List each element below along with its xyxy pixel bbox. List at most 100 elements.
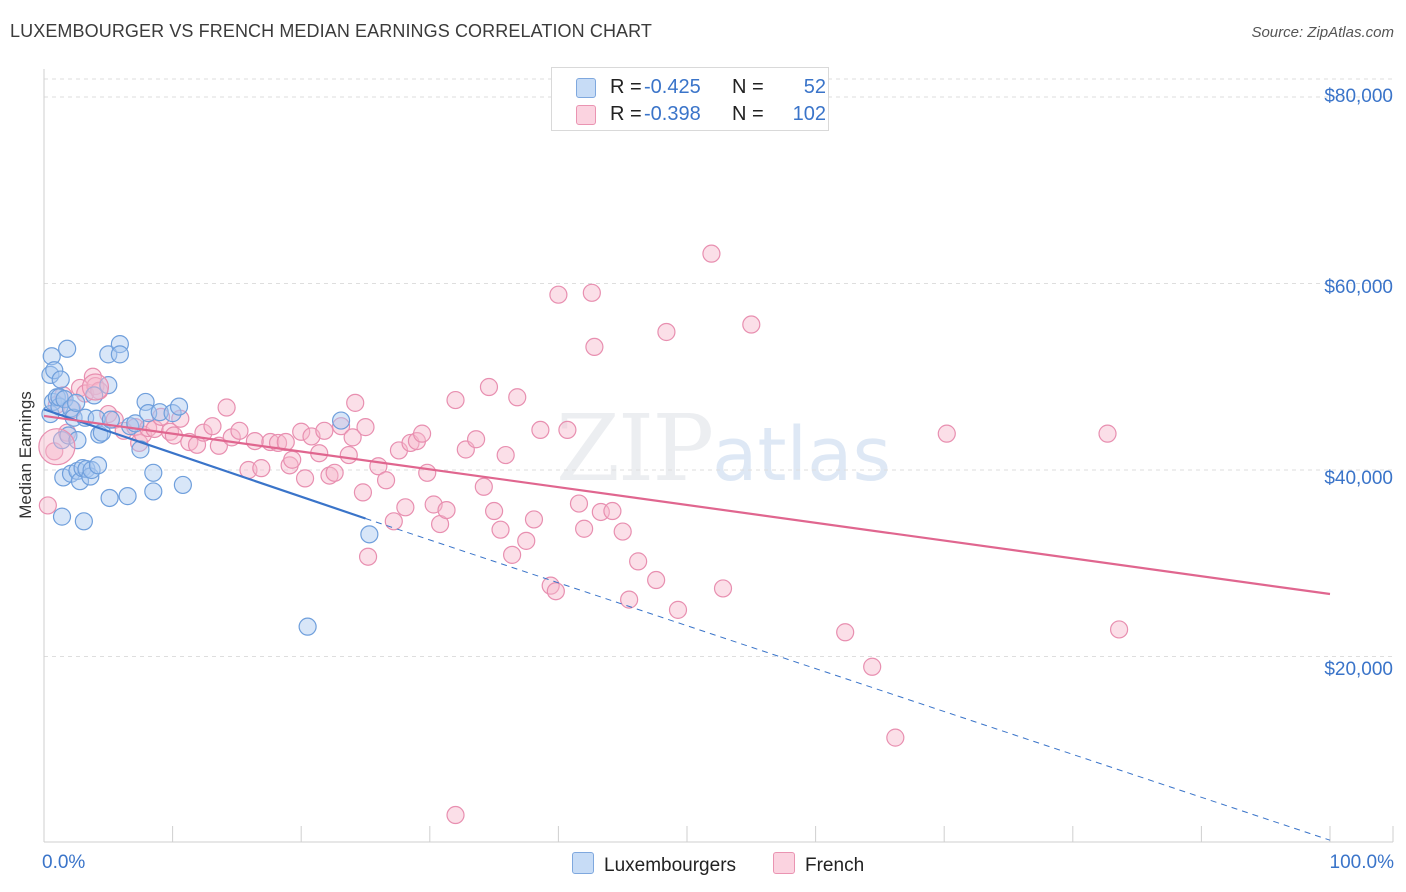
legend-n-value: 102 (792, 103, 826, 125)
point-french (230, 421, 249, 440)
point-luxembourgers (173, 475, 192, 495)
point-french (491, 520, 510, 539)
point-french (503, 545, 522, 564)
point-luxembourgers (118, 487, 137, 506)
point-french (546, 582, 565, 601)
watermark-zip: ZIP (556, 395, 714, 502)
point-french (613, 522, 632, 541)
point-luxembourgers (100, 488, 119, 508)
legend-n-label: N = (732, 103, 764, 125)
point-luxembourgers (68, 431, 87, 450)
point-french (569, 494, 589, 513)
point-french (668, 600, 688, 619)
point-french (549, 285, 568, 304)
point-luxembourgers (360, 525, 379, 544)
point-french (647, 570, 666, 590)
point-french (1098, 424, 1117, 443)
point-french (203, 417, 222, 436)
point-french (531, 420, 550, 440)
legend-r-value: -0.398 (644, 103, 701, 125)
point-french (485, 501, 504, 521)
trendline-luxembourgers-extension (365, 518, 1331, 841)
point-french (863, 657, 882, 676)
point-french (412, 424, 432, 443)
point-french (585, 337, 604, 357)
point-luxembourgers (144, 463, 163, 482)
point-french (496, 445, 515, 465)
point-luxembourgers (298, 617, 317, 636)
point-french (38, 428, 76, 466)
legend-r-value: -0.425 (644, 76, 701, 98)
point-french (38, 496, 57, 515)
point-french (396, 498, 415, 517)
bottom-legend-luxembourgers: Luxembourgers (572, 852, 736, 877)
point-luxembourgers (74, 512, 93, 531)
point-french (886, 728, 905, 747)
point-french (582, 283, 601, 302)
point-french (276, 432, 295, 452)
point-french (295, 469, 315, 488)
point-french (836, 623, 855, 642)
legend-swatch-french (576, 105, 596, 125)
point-luxembourgers (144, 482, 163, 501)
point-french (629, 552, 648, 571)
bottom-legend-swatch-luxembourgers (572, 852, 594, 874)
point-luxembourgers (110, 335, 129, 354)
point-french (376, 471, 396, 490)
point-french (517, 531, 536, 550)
point-french (292, 422, 311, 441)
x-tick-max: 100.0% (1329, 852, 1394, 873)
legend-n-value: 52 (803, 76, 826, 98)
point-luxembourgers (88, 456, 108, 475)
point-french (130, 433, 149, 453)
legend-n-label: N = (732, 76, 764, 98)
point-french (620, 590, 639, 609)
point-luxembourgers (163, 404, 182, 423)
point-luxembourgers (45, 361, 64, 380)
chart-title: LUXEMBOURGER VS FRENCH MEDIAN EARNINGS C… (10, 21, 653, 41)
point-french (474, 477, 493, 496)
point-french (339, 445, 358, 465)
point-french (331, 417, 351, 436)
point-french (603, 501, 622, 521)
y-tick-label: $60,000 (1324, 277, 1393, 298)
legend-r-label: R = (610, 76, 642, 98)
point-french (508, 388, 527, 407)
point-french (217, 398, 236, 417)
point-luxembourgers (110, 345, 129, 364)
point-french (283, 450, 302, 469)
y-tick-label: $40,000 (1324, 468, 1393, 489)
point-french (937, 424, 956, 443)
point-french (384, 512, 403, 531)
point-french (325, 463, 344, 482)
point-french (356, 418, 375, 437)
point-french (575, 519, 594, 538)
point-french (479, 377, 499, 397)
bottom-legend-french: French (773, 852, 864, 877)
point-french (524, 510, 544, 529)
point-french (657, 322, 676, 342)
point-luxembourgers (331, 411, 351, 430)
point-luxembourgers (58, 339, 77, 358)
watermark-atlas: atlas (712, 412, 891, 498)
point-french (742, 315, 761, 334)
point-luxembourgers (169, 397, 189, 416)
point-luxembourgers (150, 403, 169, 422)
source-credit: Source: ZipAtlas.com (1251, 24, 1394, 41)
point-french (558, 420, 577, 440)
point-french (702, 244, 721, 263)
point-french (70, 378, 90, 398)
point-french (353, 483, 373, 502)
legend-swatch-luxembourgers (576, 78, 596, 98)
legend: R = -0.425 N = 52 R = -0.398 N = 102 (551, 67, 829, 131)
point-french (252, 459, 271, 478)
point-french (315, 421, 334, 440)
point-luxembourgers (59, 426, 78, 445)
trendline-french (43, 414, 1331, 596)
point-french (81, 373, 110, 401)
point-french (713, 579, 733, 598)
point-luxembourgers (67, 393, 86, 412)
bottom-legend-label: Luxembourgers (604, 855, 737, 876)
point-french (437, 500, 456, 520)
